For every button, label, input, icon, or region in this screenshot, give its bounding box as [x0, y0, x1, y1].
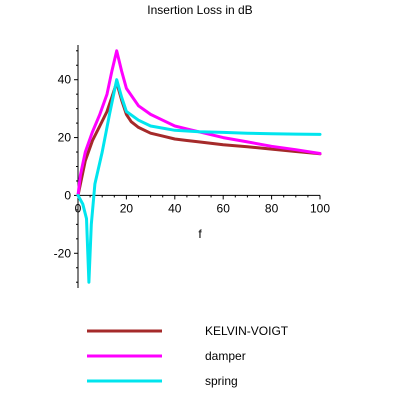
y-tick-label: -20: [54, 246, 72, 260]
legend-label: KELVIN-VOIGT: [205, 324, 289, 338]
chart-title: Insertion Loss in dB: [147, 3, 252, 17]
x-tick-label: 20: [120, 201, 134, 215]
x-axis-label: f: [198, 227, 202, 241]
series-line-damper: [76, 49, 322, 197]
series-line-spring: [76, 78, 322, 284]
legend-label: damper: [205, 349, 246, 363]
y-tick-label: 20: [58, 131, 72, 145]
legend: KELVIN-VOIGT damper spring: [87, 324, 289, 388]
x-tick-label: 80: [265, 201, 279, 215]
series-lines: [76, 49, 322, 284]
x-tick-label: 100: [310, 201, 330, 215]
legend-label: spring: [205, 374, 238, 388]
x-tick-label: 0: [75, 201, 82, 215]
axes: 0 20 40 60 80 100 -20 0 20 40: [54, 45, 330, 288]
x-tick-label: 60: [217, 201, 231, 215]
y-tick-label: 40: [58, 73, 72, 87]
series-line-kelvin-voigt: [76, 81, 322, 197]
y-tick-label: 0: [64, 188, 71, 202]
x-tick-label: 40: [168, 201, 182, 215]
